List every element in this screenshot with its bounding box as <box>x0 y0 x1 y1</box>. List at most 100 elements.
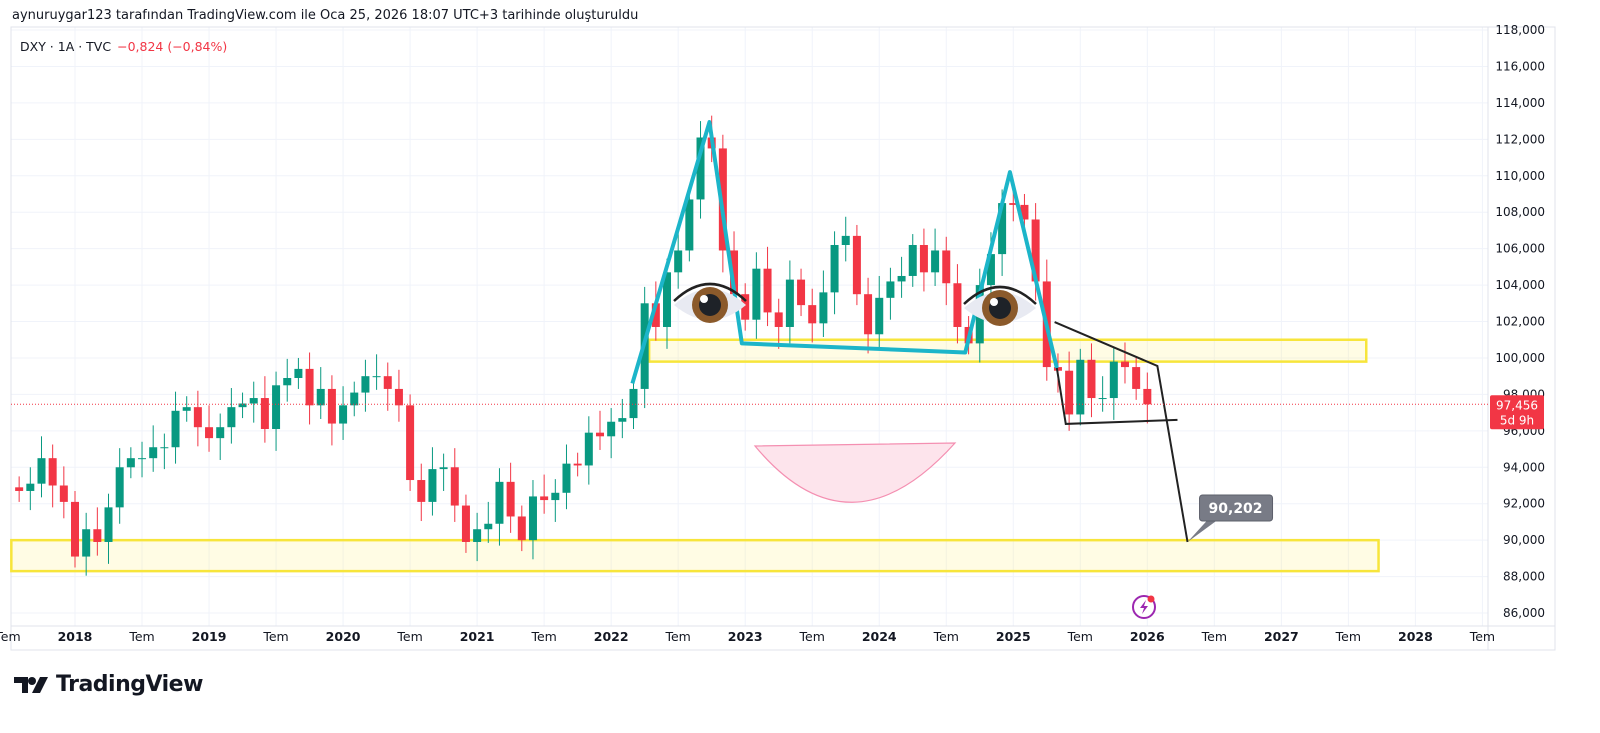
candle-body <box>517 516 526 541</box>
candle <box>59 466 68 519</box>
price-tick-label: 110,000 <box>1495 169 1545 183</box>
candle <box>540 474 549 514</box>
time-axis[interactable]: Tem 2018 Tem 2019 Tem 2020 Tem 2021 Tem 2022 Tem 20… <box>0 629 1495 644</box>
candle-body <box>473 529 482 542</box>
price-tick-label: 106,000 <box>1495 242 1545 256</box>
lightning-icon[interactable] <box>1132 595 1156 619</box>
last-price-value: 97,456 <box>1496 398 1538 412</box>
price-tick-label: 94,000 <box>1503 460 1545 474</box>
callout-box <box>1199 494 1274 522</box>
candle-body <box>294 368 303 379</box>
candle <box>830 231 839 315</box>
candle-body <box>193 407 202 428</box>
chart-frame <box>10 26 1556 651</box>
candle <box>696 121 705 219</box>
candle <box>551 479 560 522</box>
candle <box>841 216 850 262</box>
time-tick-label: 2026 <box>1130 629 1165 644</box>
candle-body <box>383 376 392 389</box>
price-tick-label: 86,000 <box>1503 606 1545 620</box>
candle-body <box>260 398 269 430</box>
candle <box>327 375 336 446</box>
symbol-legend[interactable]: DXY · 1A · TVC −0,824 (−0,84%) <box>20 39 227 54</box>
candle <box>104 493 113 564</box>
candle-body <box>327 388 336 424</box>
candle-body <box>808 305 817 324</box>
time-tick-label: 2028 <box>1398 629 1433 644</box>
candle-body <box>942 250 951 284</box>
candle <box>618 398 627 439</box>
candle-body <box>406 405 415 481</box>
candle-body <box>718 148 727 251</box>
candle-body <box>372 376 381 378</box>
candle-body <box>316 388 325 406</box>
price-change: −0,824 (−0,84%) <box>117 39 228 54</box>
candle-body <box>651 303 660 327</box>
candle-body <box>305 368 314 406</box>
candle <box>607 408 616 459</box>
time-tick-label: Tem <box>0 629 21 644</box>
price-axis[interactable]: 86,00088,00090,00092,00094,00096,00098,0… <box>1495 23 1545 620</box>
price-tick-label: 112,000 <box>1495 132 1545 146</box>
candle <box>305 352 314 425</box>
candle <box>663 258 672 349</box>
price-tick-label: 92,000 <box>1503 497 1545 511</box>
candle-body <box>864 294 873 335</box>
candle-body <box>774 312 783 327</box>
time-tick-label: Tem <box>128 629 154 644</box>
candle <box>785 260 794 344</box>
candle <box>216 413 225 460</box>
price-tick-label: 100,000 <box>1495 351 1545 365</box>
candle <box>115 448 124 524</box>
candle <box>852 224 861 306</box>
last-price-label: 97,456 5d 9h <box>1490 395 1544 430</box>
time-tick-label: Tem <box>799 629 825 644</box>
candle-body <box>82 529 91 557</box>
candle <box>1132 356 1141 400</box>
candle <box>473 512 482 562</box>
tradingview-logo-icon <box>14 676 48 693</box>
candle <box>82 512 91 576</box>
time-tick-label: Tem <box>262 629 288 644</box>
candle <box>1109 347 1118 420</box>
candle <box>93 507 102 556</box>
candle-body <box>126 458 135 468</box>
tradingview-logo[interactable]: TradingView <box>14 672 203 697</box>
candle-body <box>595 432 604 437</box>
candle <box>283 358 292 402</box>
candle <box>1065 351 1074 431</box>
candle-body <box>450 467 459 506</box>
candle-body <box>439 467 448 470</box>
candle-body <box>26 483 35 491</box>
candle <box>48 444 57 508</box>
candle <box>752 252 761 339</box>
candle-body <box>986 254 995 286</box>
candle <box>808 288 817 343</box>
price-tick-label: 114,000 <box>1495 96 1545 110</box>
candle <box>819 270 828 338</box>
candle <box>182 396 191 422</box>
candle <box>1098 376 1107 412</box>
candle <box>774 298 783 349</box>
candle-body <box>685 199 694 251</box>
candle <box>495 468 504 546</box>
candle-body <box>249 398 258 404</box>
candle <box>260 376 269 443</box>
price-tick-label: 108,000 <box>1495 205 1545 219</box>
candle <box>908 234 917 287</box>
price-tick-label: 116,000 <box>1495 59 1545 73</box>
candle <box>461 494 470 553</box>
candle <box>450 448 459 522</box>
candle <box>294 357 303 389</box>
candle-body <box>1031 219 1040 282</box>
candle <box>886 267 895 320</box>
candle <box>193 390 202 447</box>
bar-countdown: 5d 9h <box>1500 413 1534 427</box>
candle-body <box>495 481 504 524</box>
candle <box>394 369 403 422</box>
candle <box>864 277 873 354</box>
candle <box>171 391 180 464</box>
candle-body <box>59 485 68 502</box>
candle-body <box>93 529 102 542</box>
